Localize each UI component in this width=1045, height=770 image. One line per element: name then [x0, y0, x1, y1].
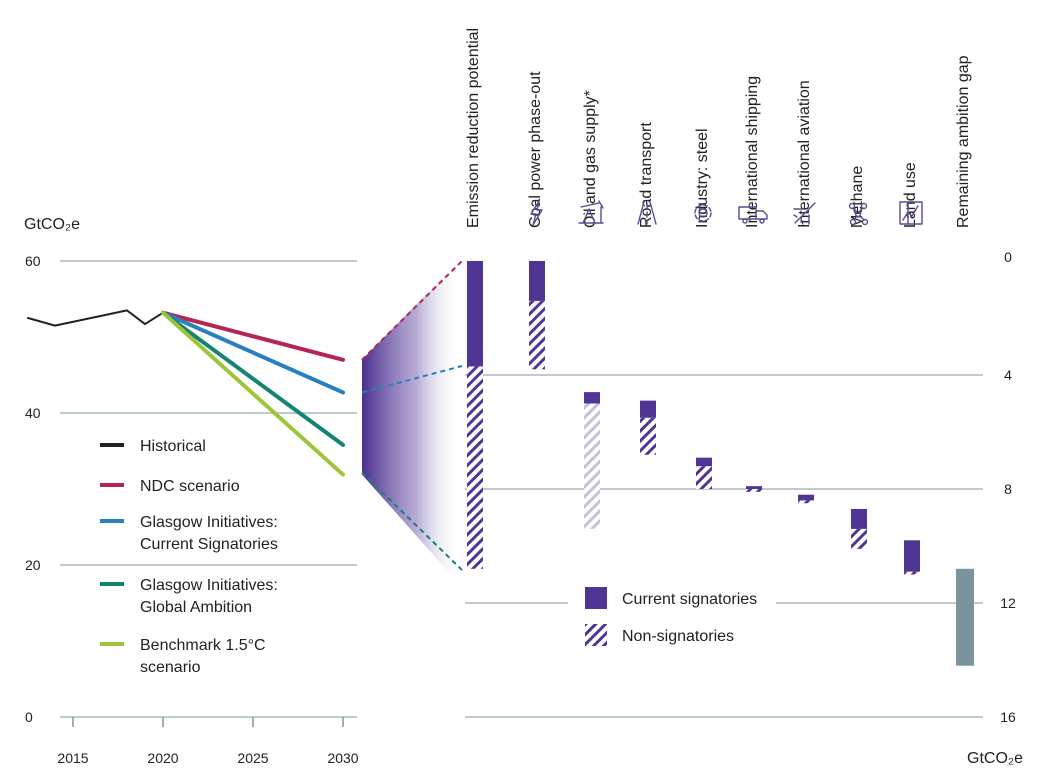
- bar-non-signatories: [696, 466, 712, 489]
- legend-label-current: Current signatories: [622, 591, 757, 608]
- bar-non-signatories: [529, 300, 545, 370]
- bar-current-signatories: [696, 457, 712, 467]
- bar-non-signatories: [746, 489, 762, 492]
- right-y-tick-label: 12: [1000, 595, 1016, 611]
- category-label: Coal power phase-out: [527, 71, 544, 228]
- bar-current-signatories: [851, 508, 867, 529]
- legend-swatch-current: [585, 587, 607, 609]
- lightning-icon: [530, 200, 543, 226]
- right-y-tick-label: 16: [1000, 709, 1016, 725]
- dashed-connector: [361, 260, 463, 361]
- right-y-tick-label: 4: [1004, 367, 1012, 383]
- category-label: Industry: steel: [694, 128, 711, 228]
- category-label: Methane: [849, 166, 866, 228]
- category-label: Oil and gas supply*: [582, 90, 599, 228]
- category-label: International aviation: [796, 80, 813, 228]
- airplane-icon: [793, 202, 816, 225]
- bar-non-signatories: [584, 403, 600, 529]
- bar-current-signatories: [798, 494, 814, 501]
- land-chart-icon: [899, 201, 923, 225]
- left-y-tick-label: 40: [25, 405, 41, 421]
- molecule-icon: [848, 202, 869, 226]
- bar-current-signatories: [904, 540, 920, 572]
- category-label: Remaining ambition gap: [955, 55, 972, 228]
- bar-current-signatories: [746, 486, 762, 489]
- category-label: Road transport: [638, 122, 655, 228]
- bar-current-signatories: [467, 261, 483, 367]
- legend-label: Historical: [140, 438, 206, 455]
- legend-label: Global Ambition: [140, 599, 252, 616]
- road-icon: [637, 201, 657, 225]
- left-x-tick-label: 2020: [147, 750, 178, 766]
- bar-remaining-gap: [956, 568, 974, 666]
- legend-label: scenario: [140, 659, 201, 676]
- right-y-tick-label: 8: [1004, 481, 1012, 497]
- left-y-tick-label: 20: [25, 557, 41, 573]
- bar-non-signatories: [798, 500, 814, 504]
- oil-pump-icon: [578, 200, 604, 224]
- bar-non-signatories: [640, 417, 656, 455]
- series-line-glasgow-initiatives-current-signatories: [161, 310, 345, 395]
- category-label: Emission reduction potential: [465, 28, 482, 228]
- left-y-tick-label: 0: [25, 709, 33, 725]
- right-bar-chart: 0 4 8 12 16 GtCO₂e Emission reduction potentia…: [465, 28, 1023, 767]
- legend-label: Glasgow Initiatives:: [140, 514, 278, 531]
- series-line-historical: [27, 309, 164, 327]
- legend-label: NDC scenario: [140, 478, 240, 495]
- bar-non-signatories: [851, 528, 867, 549]
- legend-label: Glasgow Initiatives:: [140, 577, 278, 594]
- legend-label: Benchmark 1.5°C: [140, 637, 266, 654]
- bar-current-signatories: [640, 400, 656, 418]
- bar-current-signatories: [529, 261, 545, 301]
- left-y-tick-label: 60: [25, 253, 41, 269]
- ambition-gap-fan: [362, 259, 461, 586]
- bar-current-signatories: [584, 392, 600, 404]
- series-line-ndc-scenario: [161, 310, 345, 362]
- category-label: International shipping: [744, 76, 761, 228]
- legend-label: Current Signatories: [140, 536, 278, 553]
- left-x-tick-label: 2030: [327, 750, 358, 766]
- left-line-chart: GtCO₂e 0 20 40 60 2015 2020 2025 2030 Historical N…: [24, 216, 463, 766]
- bar-non-signatories: [467, 366, 483, 569]
- truck-icon: [738, 206, 768, 224]
- right-axis-unit-label: GtCO₂e: [967, 750, 1023, 767]
- legend-label-non: Non-signatories: [622, 628, 734, 645]
- bar-non-signatories: [904, 571, 920, 575]
- right-y-tick-label: 0: [1004, 249, 1012, 265]
- series-line-glasgow-initiatives-global-ambition: [161, 310, 345, 447]
- left-x-tick-label: 2015: [57, 750, 88, 766]
- left-axis-unit-label: GtCO₂e: [24, 216, 80, 233]
- gear-icon: [694, 204, 712, 222]
- legend-swatch-non: [585, 624, 607, 646]
- left-x-tick-label: 2025: [237, 750, 268, 766]
- series-line-benchmark-1-5-c-scenario: [161, 310, 345, 477]
